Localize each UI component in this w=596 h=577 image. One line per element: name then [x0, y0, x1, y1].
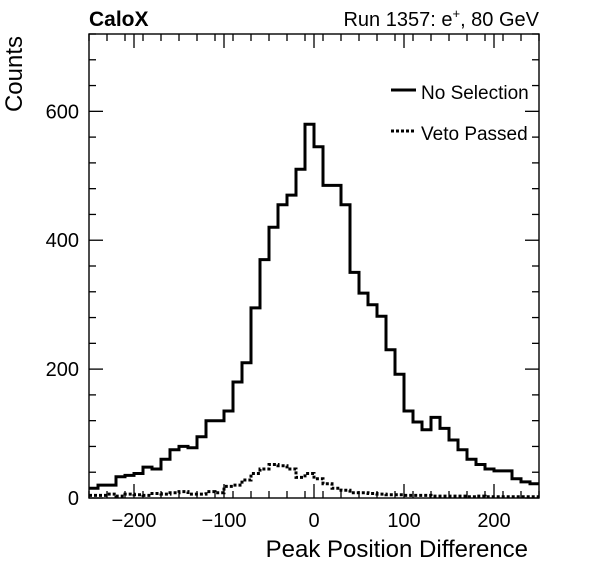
energy-label: , 80 GeV: [460, 9, 540, 31]
legend-label-veto-passed: Veto Passed: [421, 124, 528, 145]
x-tick-label: 0: [308, 510, 319, 532]
particle-charge-sup: +: [452, 6, 460, 21]
x-tick-label: −100: [201, 510, 246, 532]
y-axis-label: Counts: [1, 36, 28, 112]
x-tick-label: 100: [387, 510, 420, 532]
y-tick-label: 200: [46, 359, 79, 381]
x-tick-label: −200: [111, 510, 156, 532]
y-tick-label: 0: [68, 488, 79, 510]
legend: No Selection Veto Passed: [391, 83, 529, 145]
x-axis-label: Peak Position Difference: [266, 536, 528, 563]
legend-label-no-selection: No Selection: [421, 83, 529, 104]
chart-title-right: Run 1357: e+, 80 GeV: [343, 6, 539, 31]
plot-frame: [88, 33, 540, 499]
y-tick-label: 600: [46, 101, 79, 123]
run-label: Run 1357: e: [343, 9, 452, 31]
y-tick-label: 400: [46, 230, 79, 252]
x-tick-label: 200: [477, 510, 510, 532]
chart-title-left: CaloX: [89, 8, 149, 31]
series-no-selection: [89, 122, 539, 490]
